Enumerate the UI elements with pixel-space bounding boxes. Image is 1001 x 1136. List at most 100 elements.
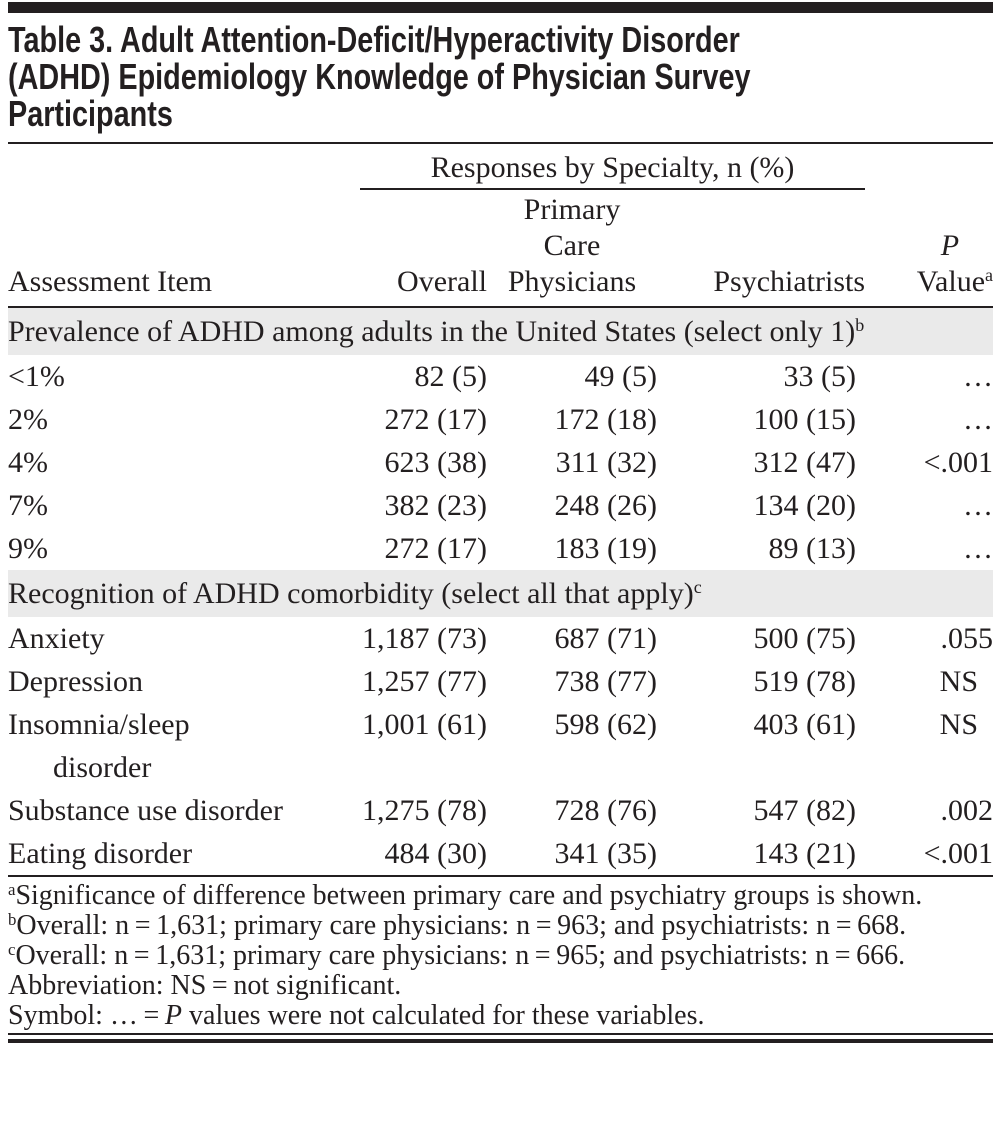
table-title: Table 3. Adult Attention-Deficit/Hyperac… [8, 21, 796, 132]
table-body: Prevalence of ADHD among adults in the U… [8, 307, 994, 877]
cell-primary-care-physicians: 248 (26) [554, 489, 657, 522]
cell-psychiatrists: 403 (61) [753, 708, 857, 741]
section-header-row: Recognition of ADHD comorbidity (select … [8, 570, 994, 617]
cell-overall: 382 (23) [384, 489, 487, 522]
table-title-line: (ADHD) Epidemiology Knowledge of Physici… [8, 56, 751, 97]
table-header: Responses by Specialty, n (%) Assessment… [8, 143, 994, 308]
section-heading-text: Prevalence of ADHD among adults in the U… [8, 315, 856, 348]
table-row: 9% 272 (17) 183 (19) 89 (13) … [8, 527, 993, 570]
cell-p-value: … [963, 403, 994, 436]
cell-assessment-item: Anxiety [8, 622, 105, 655]
cell-primary-care-physicians: 341 (35) [487, 832, 657, 877]
cell-assessment-item: Depression [8, 665, 143, 698]
spanner-spacer-right [865, 143, 993, 189]
cell-psychiatrists: 500 (75) [753, 622, 857, 655]
cell-overall: 1,275 (78) [362, 794, 487, 827]
cell-primary-care-physicians: 687 (71) [554, 622, 657, 655]
bottom-rule-thick [8, 1039, 993, 1043]
spanner-header-responses-by-specialty: Responses by Specialty, n (%) [360, 143, 866, 190]
cell-assessment-item: 7% [8, 489, 48, 522]
col-header-pcp-line: Physicians [507, 265, 637, 298]
p-value-italic-p: P [940, 229, 960, 262]
footnote-text: Significance of difference between prima… [15, 880, 923, 911]
top-rule-bar [8, 2, 993, 13]
cell-p-value: .002 [940, 794, 994, 827]
section-heading-cell: Prevalence of ADHD among adults in the U… [8, 307, 994, 355]
cell-assessment-item: <1% [8, 360, 65, 393]
section-footnote-marker: c [693, 577, 702, 598]
cell-p-value: … [963, 360, 994, 393]
table-row: Depression 1,257 (77) 738 (77) 519 (78) … [8, 660, 993, 703]
footnote-text: Overall: n = 1,631; primary care physici… [16, 910, 907, 941]
cell-overall: 1,001 (61) [362, 708, 487, 741]
cell-overall: 1,257 (77) [362, 665, 487, 698]
survey-results-table: Responses by Specialty, n (%) Assessment… [8, 142, 994, 877]
cell-assessment-item: Insomnia/sleep disorder [8, 708, 190, 784]
section-header-row: Prevalence of ADHD among adults in the U… [8, 307, 994, 355]
col-header-primary-care-physicians: Primary Care Physicians [487, 189, 657, 308]
section-heading-text: Recognition of ADHD comorbidity (select … [8, 577, 694, 610]
footnote-marker: c [8, 939, 16, 959]
cell-primary-care-physicians: 183 (19) [554, 532, 657, 565]
cell-primary-care-physicians: 172 (18) [554, 403, 657, 436]
section-heading-cell: Recognition of ADHD comorbidity (select … [8, 570, 994, 617]
table-row: Substance use disorder 1,275 (78) 728 (7… [8, 789, 993, 832]
footnote-marker: b [8, 909, 17, 929]
footnote: bOverall: n = 1,631; primary care physic… [8, 911, 993, 941]
table-row: 7% 382 (23) 248 (26) 134 (20) … [8, 484, 993, 527]
cell-overall: 484 (30) [360, 832, 487, 877]
table-row: Eating disorder 484 (30) 341 (35) 143 (2… [8, 832, 994, 877]
col-header-pcp-line: Care [543, 229, 601, 262]
bottom-rule-thin [8, 1033, 993, 1035]
cell-psychiatrists: 312 (47) [753, 446, 857, 479]
col-header-overall: Overall [360, 189, 487, 308]
footnote-italic-text: P [164, 1000, 183, 1031]
p-value-footnote-marker: a [985, 265, 994, 286]
footnote-text: Overall: n = 1,631; primary care physici… [15, 940, 906, 971]
table-title-line: Participants [8, 93, 173, 134]
cell-psychiatrists: 143 (21) [657, 832, 866, 877]
spanner-header-row: Responses by Specialty, n (%) [8, 143, 993, 190]
footnote-text: Abbreviation: NS = not significant. [8, 970, 402, 1001]
cell-assessment-item: Substance use disorder [8, 794, 283, 827]
cell-psychiatrists: 33 (5) [783, 360, 857, 393]
footnote: cOverall: n = 1,631; primary care physic… [8, 941, 993, 971]
col-header-assessment-item: Assessment Item [8, 189, 360, 308]
cell-p-value: .055 [940, 622, 994, 655]
cell-psychiatrists: 547 (82) [753, 794, 857, 827]
col-header-pcp-line: Primary [523, 193, 621, 226]
cell-primary-care-physicians: 598 (62) [554, 708, 657, 741]
cell-overall: 1,187 (73) [362, 622, 487, 655]
cell-overall: 272 (17) [384, 532, 487, 565]
cell-primary-care-physicians: 728 (76) [554, 794, 657, 827]
col-header-p-value: P Valuea [865, 189, 994, 308]
table-title-line: Table 3. Adult Attention-Deficit/Hyperac… [8, 19, 740, 60]
table-row: 2% 272 (17) 172 (18) 100 (15) … [8, 398, 993, 441]
bottom-double-rule [8, 1033, 993, 1043]
footnote: Symbol: … = P values were not calculated… [8, 1001, 993, 1031]
footnote-text: Symbol: … = [8, 1000, 165, 1031]
footnote: aSignificance of difference between prim… [8, 881, 993, 911]
cell-p-value: <.001 [865, 832, 994, 877]
cell-p-value: … [963, 489, 994, 522]
spanner-spacer-left [8, 143, 360, 189]
table-row: <1% 82 (5) 49 (5) 33 (5) … [8, 355, 993, 398]
cell-overall: 272 (17) [384, 403, 487, 436]
section-footnote-marker: b [855, 315, 865, 336]
cell-p-value: … [963, 532, 994, 565]
col-header-psychiatrists: Psychiatrists [657, 189, 866, 308]
cell-primary-care-physicians: 311 (32) [555, 446, 657, 479]
footnote-marker: a [8, 879, 16, 899]
footnote: Abbreviation: NS = not significant. [8, 971, 993, 1001]
cell-p-value: NS [939, 708, 979, 741]
cell-assessment-item: 2% [8, 403, 48, 436]
cell-psychiatrists: 100 (15) [753, 403, 857, 436]
cell-assessment-item: 4% [8, 446, 48, 479]
cell-primary-care-physicians: 49 (5) [584, 360, 657, 393]
cell-assessment-item: 9% [8, 532, 48, 565]
cell-p-value: NS [939, 665, 979, 698]
cell-psychiatrists: 519 (78) [753, 665, 857, 698]
table-row: Anxiety 1,187 (73) 687 (71) 500 (75) .05… [8, 617, 993, 660]
footnotes-block: aSignificance of difference between prim… [8, 877, 993, 1031]
